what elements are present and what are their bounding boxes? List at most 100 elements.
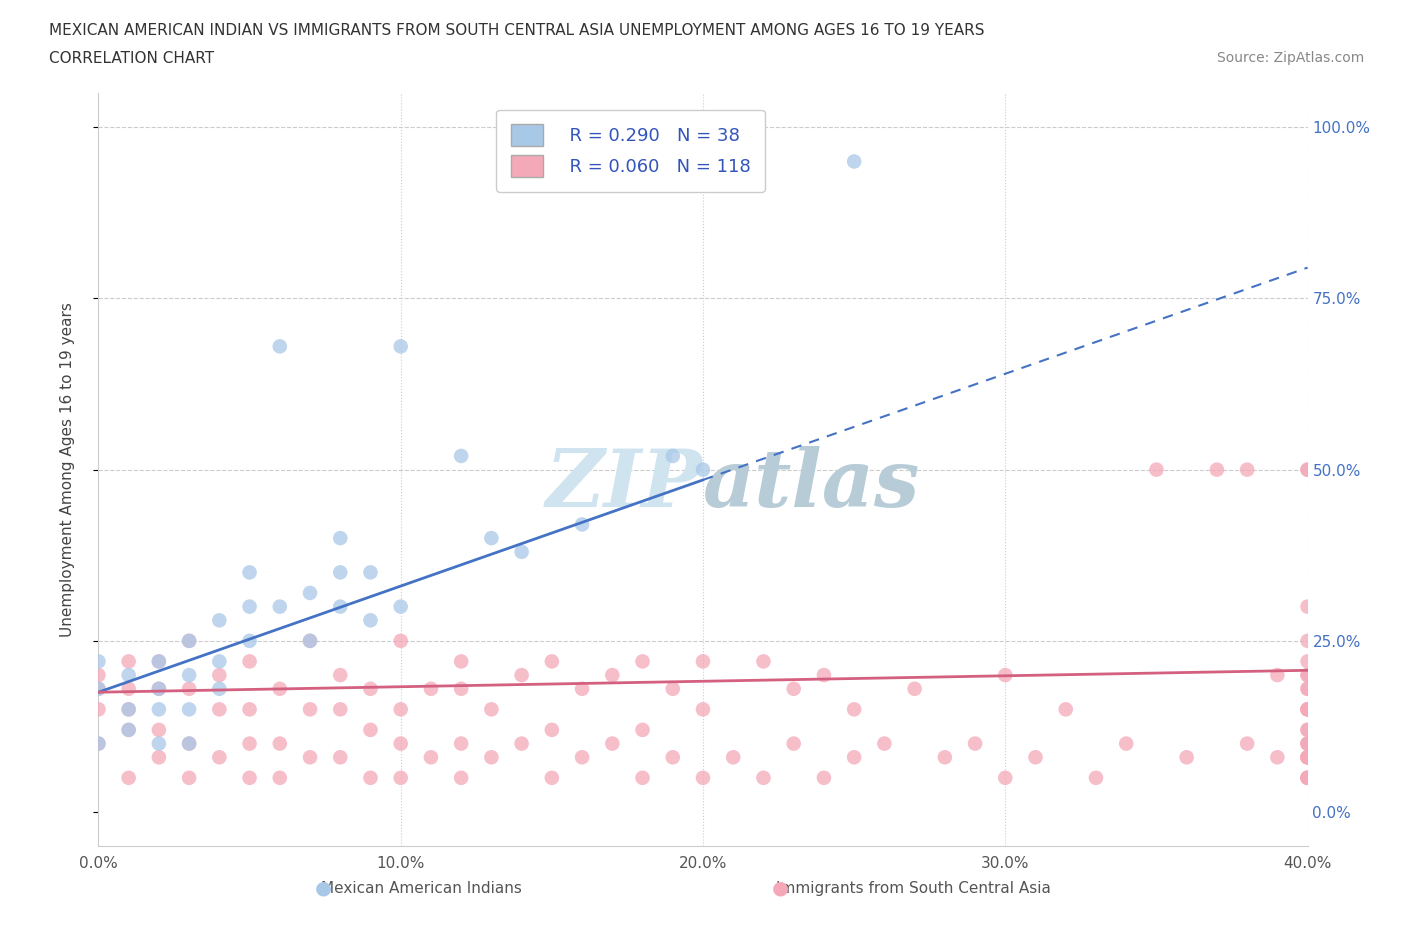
- Point: [723, 750, 745, 764]
- Point: [269, 682, 291, 697]
- Point: [1296, 750, 1319, 764]
- Y-axis label: Unemployment Among Ages 16 to 19 years: Unemployment Among Ages 16 to 19 years: [60, 302, 75, 637]
- Point: [873, 737, 896, 751]
- Point: [148, 702, 170, 717]
- Point: [420, 750, 443, 764]
- Point: [540, 654, 562, 669]
- Point: [299, 702, 322, 717]
- Point: [1236, 737, 1258, 751]
- Point: [179, 770, 201, 785]
- Point: [269, 599, 291, 614]
- Point: [148, 723, 170, 737]
- Point: [87, 737, 110, 751]
- Point: [1296, 770, 1319, 785]
- Text: ZIP: ZIP: [546, 446, 703, 524]
- Point: [269, 339, 291, 353]
- Point: [299, 633, 322, 648]
- Point: [1296, 668, 1319, 683]
- Point: [1296, 702, 1319, 717]
- Point: [87, 682, 110, 697]
- Point: [1024, 750, 1046, 764]
- Point: [752, 770, 775, 785]
- Point: [631, 770, 654, 785]
- Point: [389, 737, 412, 751]
- Point: [299, 586, 322, 601]
- Point: [179, 737, 201, 751]
- Point: [1296, 702, 1319, 717]
- Point: [87, 654, 110, 669]
- Point: [540, 723, 562, 737]
- Point: [1296, 462, 1319, 477]
- Point: [239, 565, 262, 579]
- Point: [602, 737, 624, 751]
- Point: [208, 613, 231, 628]
- Point: [360, 613, 382, 628]
- Point: [239, 633, 262, 648]
- Point: [148, 750, 170, 764]
- Point: [208, 750, 231, 764]
- Point: [239, 737, 262, 751]
- Point: [844, 702, 866, 717]
- Text: Mexican American Indians: Mexican American Indians: [322, 881, 522, 896]
- Point: [239, 702, 262, 717]
- Point: [631, 654, 654, 669]
- Point: [994, 668, 1017, 683]
- Point: [1267, 668, 1289, 683]
- Text: Source: ZipAtlas.com: Source: ZipAtlas.com: [1216, 51, 1364, 65]
- Point: [1296, 737, 1319, 751]
- Point: [1236, 462, 1258, 477]
- Point: [1296, 750, 1319, 764]
- Point: [783, 682, 806, 697]
- Point: [1296, 770, 1319, 785]
- Point: [1267, 750, 1289, 764]
- Point: [329, 531, 352, 546]
- Point: [329, 565, 352, 579]
- Point: [1296, 723, 1319, 737]
- Point: [118, 723, 141, 737]
- Point: [602, 668, 624, 683]
- Text: MEXICAN AMERICAN INDIAN VS IMMIGRANTS FROM SOUTH CENTRAL ASIA UNEMPLOYMENT AMONG: MEXICAN AMERICAN INDIAN VS IMMIGRANTS FR…: [49, 23, 984, 38]
- Point: [661, 750, 683, 764]
- Point: [179, 682, 201, 697]
- Point: [1296, 654, 1319, 669]
- Point: [450, 448, 472, 463]
- Point: [118, 668, 141, 683]
- Point: [118, 682, 141, 697]
- Point: [481, 702, 503, 717]
- Point: [1296, 462, 1319, 477]
- Point: [360, 682, 382, 697]
- Point: [148, 737, 170, 751]
- Point: [148, 654, 170, 669]
- Point: [692, 462, 714, 477]
- Point: [299, 750, 322, 764]
- Point: [389, 770, 412, 785]
- Point: [450, 737, 472, 751]
- Point: [1115, 737, 1137, 751]
- Point: [813, 668, 835, 683]
- Point: [571, 517, 593, 532]
- Point: [179, 668, 201, 683]
- Point: [148, 654, 170, 669]
- Point: [329, 702, 352, 717]
- Point: [904, 682, 927, 697]
- Point: [118, 654, 141, 669]
- Point: [239, 599, 262, 614]
- Point: [450, 654, 472, 669]
- Point: [571, 750, 593, 764]
- Point: [389, 339, 412, 353]
- Point: [179, 702, 201, 717]
- Point: [934, 750, 956, 764]
- Point: [1296, 737, 1319, 751]
- Point: [510, 737, 533, 751]
- Point: [692, 702, 714, 717]
- Point: [661, 682, 683, 697]
- Point: [692, 770, 714, 785]
- Point: [87, 668, 110, 683]
- Point: [329, 599, 352, 614]
- Point: [692, 654, 714, 669]
- Point: [87, 682, 110, 697]
- Text: ●: ●: [315, 879, 332, 897]
- Text: atlas: atlas: [703, 446, 921, 524]
- Point: [510, 668, 533, 683]
- Point: [1296, 682, 1319, 697]
